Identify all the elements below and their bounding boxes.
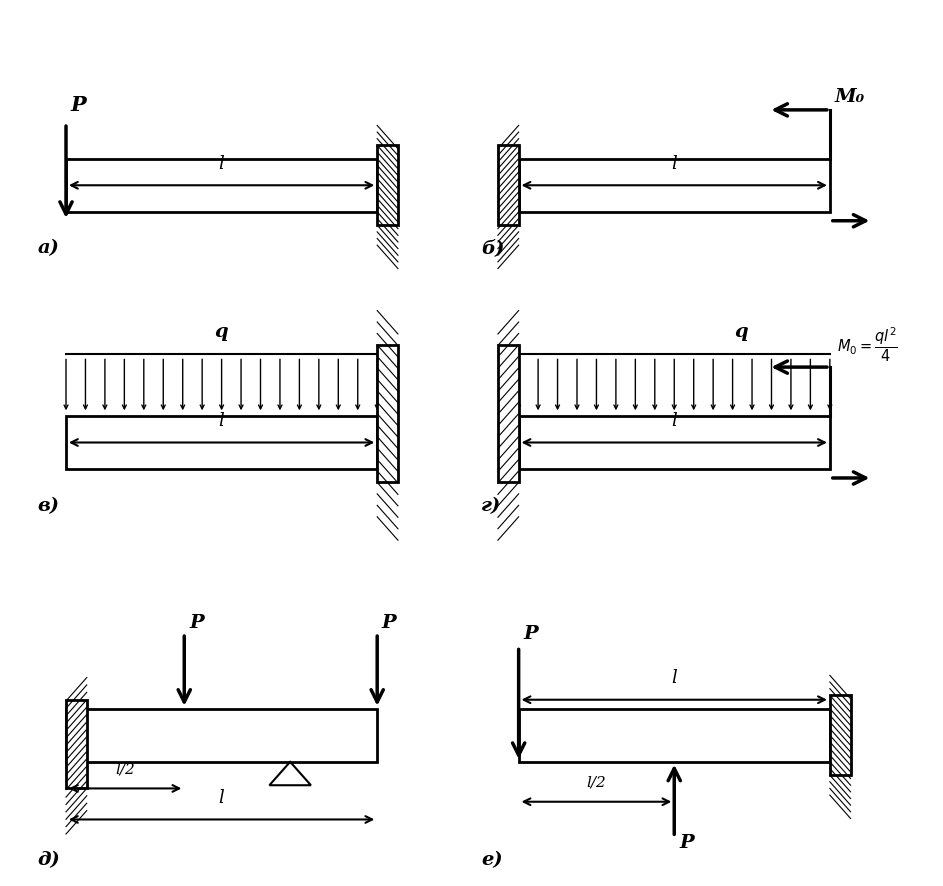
Bar <box>66 159 377 213</box>
Text: l: l <box>219 789 224 806</box>
Bar <box>66 416 377 470</box>
Text: l: l <box>671 155 677 173</box>
Text: l: l <box>671 412 677 430</box>
Text: l: l <box>671 669 677 687</box>
Bar <box>519 709 830 762</box>
Bar <box>66 709 377 762</box>
Text: $M_0=\dfrac{ql^2}{4}$: $M_0=\dfrac{ql^2}{4}$ <box>837 325 899 363</box>
Bar <box>377 346 398 483</box>
Text: е): е) <box>481 851 503 868</box>
Text: q: q <box>215 323 228 341</box>
Text: г): г) <box>481 496 501 514</box>
Text: P: P <box>382 613 397 631</box>
Bar <box>377 146 398 226</box>
Text: P: P <box>71 95 87 115</box>
Bar <box>519 159 830 213</box>
Text: l: l <box>219 412 224 430</box>
Bar <box>830 696 851 775</box>
Bar <box>498 146 519 226</box>
Text: д): д) <box>38 851 60 868</box>
Text: l: l <box>219 155 224 173</box>
Bar <box>66 700 87 789</box>
Bar <box>519 416 830 470</box>
Text: l/2: l/2 <box>587 774 606 789</box>
Text: P: P <box>189 613 204 631</box>
Text: б): б) <box>481 239 505 257</box>
Text: P: P <box>679 833 694 851</box>
Text: l/2: l/2 <box>115 761 135 775</box>
Text: P: P <box>523 625 538 642</box>
Text: а): а) <box>38 239 59 257</box>
Text: M₀: M₀ <box>835 89 865 106</box>
Text: q: q <box>735 323 749 341</box>
Bar <box>498 346 519 483</box>
Text: в): в) <box>38 496 59 514</box>
